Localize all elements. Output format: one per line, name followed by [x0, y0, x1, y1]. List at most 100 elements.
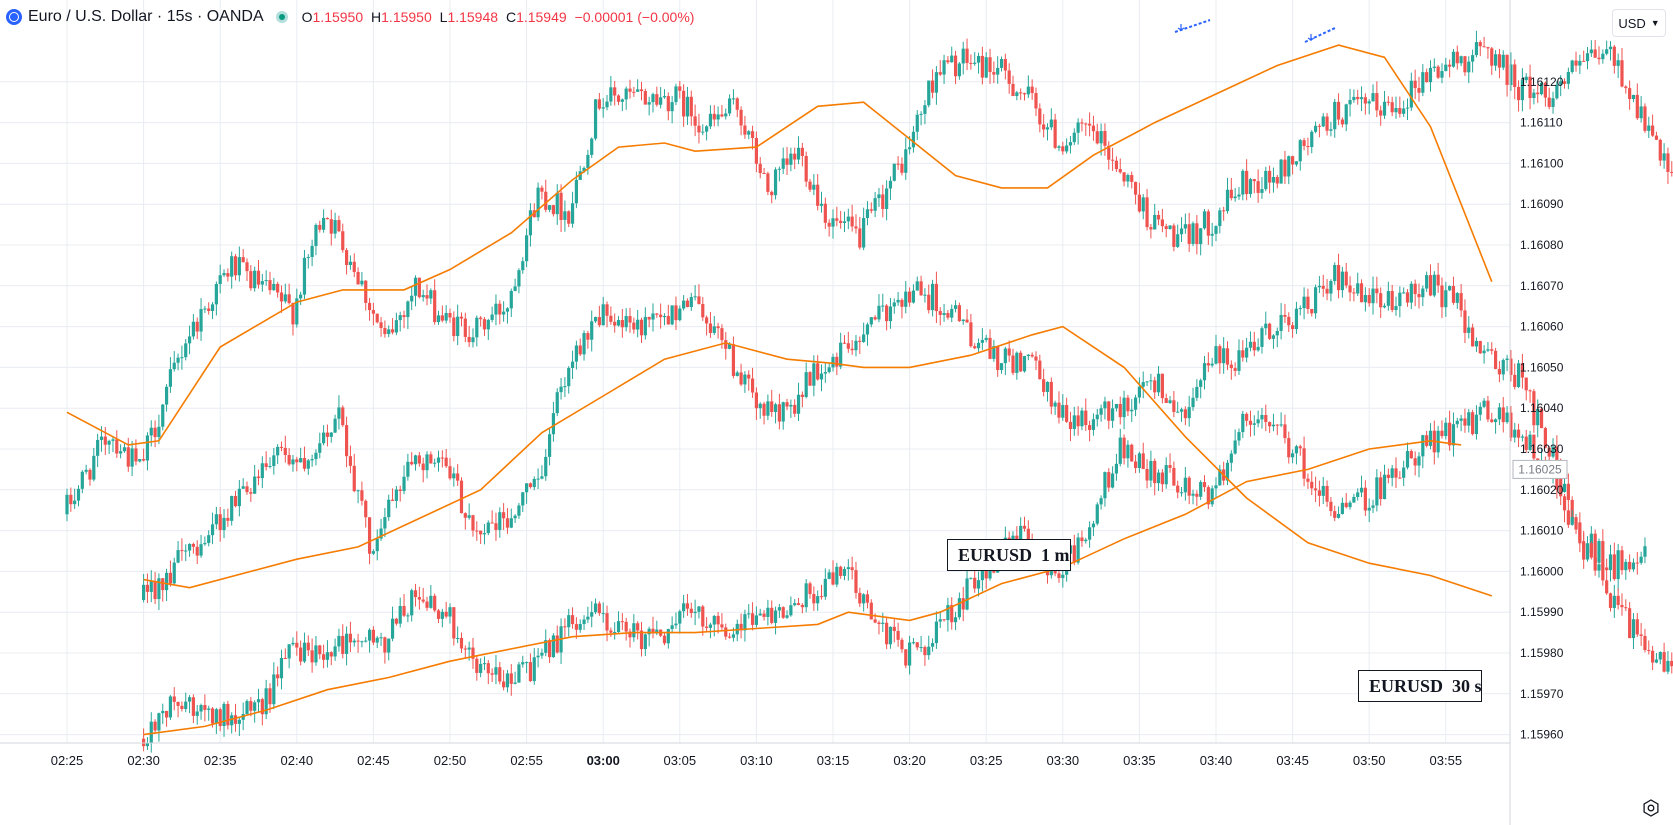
candle-body: [1425, 275, 1429, 289]
candle-body: [1283, 314, 1287, 317]
candle-body: [1662, 652, 1666, 672]
candle-body: [1283, 159, 1287, 177]
candle-body: [1463, 56, 1467, 73]
candle-body: [210, 304, 215, 312]
candle-body: [1528, 76, 1532, 99]
candle-body: [214, 709, 218, 724]
candle-body: [854, 226, 858, 229]
candle-body: [448, 607, 452, 617]
candle-body: [272, 455, 276, 466]
candle-body: [1643, 546, 1647, 557]
candle-body: [398, 489, 402, 492]
candle-body: [750, 131, 755, 138]
candle-body: [1313, 125, 1318, 132]
candle-body: [153, 721, 157, 731]
candle-body: [1237, 350, 1241, 371]
symbol-title[interactable]: Euro / U.S. Dollar · 15s · OANDA: [28, 8, 264, 25]
candle-body: [1451, 286, 1456, 303]
candle-body: [1325, 485, 1329, 502]
candle-body: [1344, 271, 1348, 286]
candle-body: [992, 72, 996, 75]
candle-body: [1425, 72, 1429, 83]
candle-body: [325, 652, 330, 660]
candle-body: [1195, 386, 1199, 398]
candle-body: [1501, 54, 1505, 68]
candle-body: [559, 386, 563, 393]
candle-body: [976, 580, 981, 589]
candle-body: [1467, 61, 1471, 73]
candle-body: [279, 446, 284, 448]
candle-body: [613, 631, 617, 633]
candle-body: [862, 334, 866, 342]
currency-label: USD: [1618, 15, 1646, 31]
candle-body: [969, 322, 973, 347]
candle-body: [1486, 47, 1490, 49]
y-tick-label: 1.16000: [1520, 564, 1564, 578]
candle-body: [789, 404, 793, 407]
candle-body: [1593, 49, 1597, 58]
candle-body: [1547, 97, 1551, 107]
currency-selector[interactable]: USD ▼: [1612, 9, 1666, 37]
settings-icon[interactable]: [1641, 798, 1661, 818]
candle-body: [1141, 197, 1145, 212]
candle-body: [923, 105, 927, 114]
candle-body: [980, 55, 984, 78]
candle-body: [1149, 227, 1153, 230]
candle-body: [1413, 283, 1417, 295]
candle-body: [168, 572, 173, 584]
candle-body: [1252, 423, 1256, 425]
candle-body: [1371, 93, 1375, 102]
globe-icon[interactable]: [6, 9, 22, 25]
candle-body: [195, 321, 199, 332]
candle-body: [1187, 407, 1191, 419]
candle-body: [337, 635, 341, 647]
candle-body: [708, 113, 713, 127]
candle-body: [1107, 401, 1111, 421]
candle-body: [184, 701, 188, 710]
candle-body: [149, 427, 153, 436]
candle-body: [1264, 414, 1268, 423]
candle-body: [1490, 48, 1494, 66]
candle-body: [639, 319, 644, 336]
candle-body: [1279, 159, 1283, 184]
candle-body: [253, 270, 257, 289]
candle-body: [505, 308, 510, 312]
candle-body: [433, 290, 437, 323]
candle-body: [264, 463, 268, 468]
candle-body: [1233, 440, 1237, 454]
candle-body: [823, 372, 827, 374]
candle-body: [915, 642, 919, 648]
candle-body: [1336, 101, 1341, 120]
x-tick-label: 03:40: [1200, 753, 1233, 768]
candle-body: [750, 378, 755, 393]
candle-body: [586, 333, 590, 340]
candle-body: [1559, 81, 1563, 85]
candle-body: [452, 317, 456, 337]
candle-body: [1605, 580, 1609, 594]
candle-body: [149, 580, 153, 592]
candle-body: [961, 319, 965, 322]
candle-body: [1057, 573, 1061, 579]
candle-body: [892, 163, 896, 181]
candle-body: [521, 261, 525, 271]
candle-body: [295, 459, 299, 463]
candle-body: [816, 363, 820, 380]
candle-body: [1402, 292, 1406, 294]
candle-body: [1049, 119, 1053, 128]
candle-body: [172, 696, 176, 702]
candle-body: [1448, 422, 1452, 446]
candle-body: [1091, 523, 1096, 528]
candle-body: [1118, 403, 1122, 418]
candle-body: [984, 57, 988, 78]
candle-body: [597, 603, 601, 614]
candle-body: [256, 476, 261, 479]
candle-body: [777, 404, 781, 422]
candle-body: [865, 594, 870, 603]
candle-body: [1409, 451, 1413, 459]
x-tick-label: 02:40: [281, 753, 314, 768]
y-tick-label: 1.16010: [1520, 524, 1564, 538]
candle-body: [620, 99, 624, 102]
candle-body: [800, 604, 804, 608]
candle-body: [525, 662, 529, 664]
candle-body: [1206, 211, 1210, 236]
